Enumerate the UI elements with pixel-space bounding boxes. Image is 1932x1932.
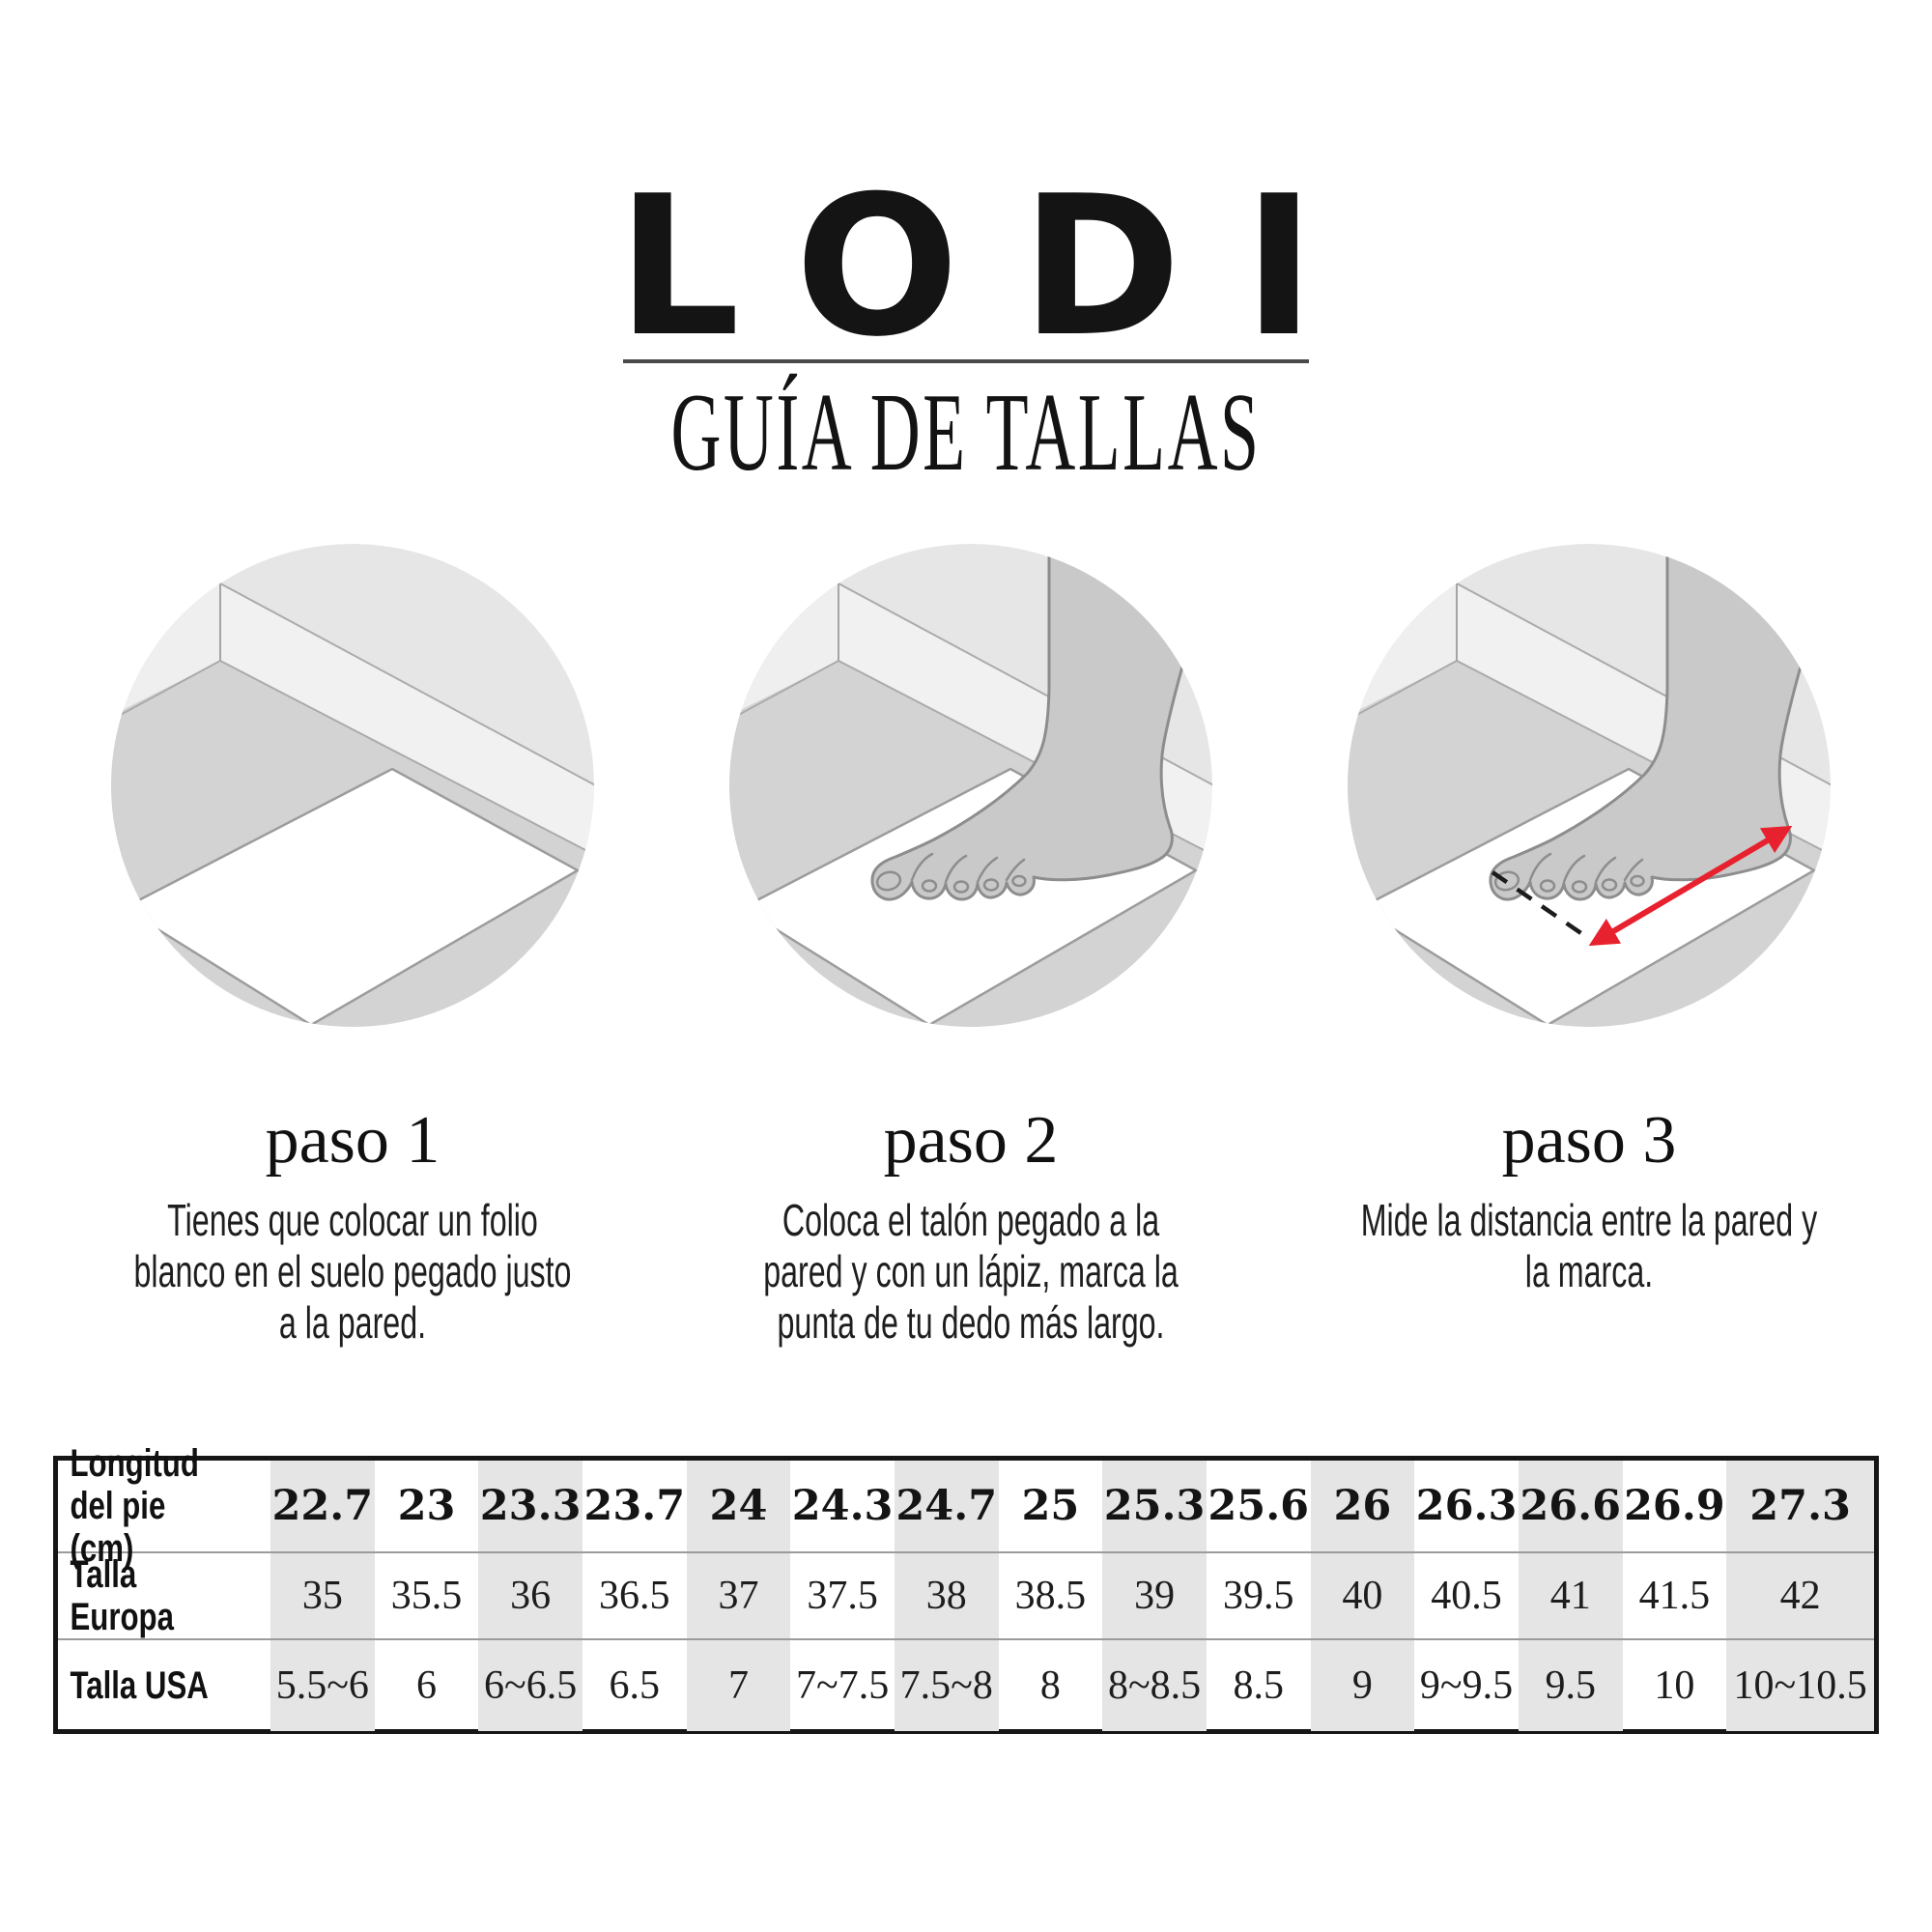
table-cell-talla_europa-7: 38.5 — [1014, 1574, 1087, 1618]
table-cell-foot_length_cm-9: 25.6 — [1208, 1482, 1310, 1530]
table-cell-talla_europa-6: 38 — [894, 1553, 999, 1638]
table-cell-foot_length_cm-7: 25 — [1021, 1482, 1080, 1530]
table-row-foot-length: Longitud del pie (cm) 22.7 23 23.3 23.7 24 24… — [58, 1442, 1875, 1570]
table-cell-talla_europa-10: 40 — [1310, 1553, 1415, 1638]
size-conversion-table: Longitud del pie (cm) 22.7 23 23.3 23.7 24 24… — [53, 1442, 1879, 1734]
table-cell-talla_usa-9: 8.5 — [1233, 1663, 1284, 1708]
step2-heading: paso 2 — [883, 1103, 1059, 1178]
table-cell-foot_length_cm-8: 25.3 — [1102, 1461, 1207, 1551]
table-cell-talla_europa-12: 41 — [1518, 1553, 1623, 1638]
row-label-talla-usa: Talla USA — [70, 1664, 209, 1707]
table-cell-talla_europa-9: 39.5 — [1222, 1574, 1294, 1618]
table-cell-foot_length_cm-2: 23.3 — [478, 1461, 582, 1551]
table-cell-talla_usa-2: 6~6.5 — [478, 1640, 582, 1731]
table-cell-foot_length_cm-10: 26 — [1310, 1461, 1415, 1551]
table-cell-foot_length_cm-3: 23.7 — [583, 1482, 686, 1530]
row-label-talla-europa: Talla Europa — [70, 1553, 174, 1638]
table-cell-talla_usa-0: 5.5~6 — [270, 1640, 375, 1731]
brand-logo: LODI — [616, 155, 1378, 380]
table-cell-talla_europa-11: 40.5 — [1431, 1574, 1502, 1618]
table-cell-foot_length_cm-11: 26.3 — [1415, 1482, 1518, 1530]
table-cell-talla_europa-3: 36.5 — [599, 1574, 670, 1618]
step2-description: Coloca el talón pegado a la pared y con … — [763, 1195, 1179, 1348]
table-cell-talla_usa-10: 9 — [1310, 1640, 1415, 1731]
table-cell-talla_europa-4: 37 — [686, 1553, 791, 1638]
table-cell-talla_europa-0: 35 — [270, 1553, 375, 1638]
table-cell-talla_usa-13: 10 — [1654, 1663, 1695, 1708]
table-row-talla-europa: Talla Europa 35 35.5 36 36.5 37 37.5 38 38.5 39 3… — [58, 1551, 1875, 1638]
step1-heading: paso 1 — [265, 1103, 440, 1178]
table-cell-foot_length_cm-12: 26.6 — [1518, 1461, 1623, 1551]
table-cell-talla_usa-12: 9.5 — [1518, 1640, 1623, 1731]
table-cell-talla_usa-5: 7~7.5 — [795, 1663, 890, 1708]
table-cell-talla_usa-4: 7 — [686, 1640, 791, 1731]
table-cell-talla_europa-13: 41.5 — [1638, 1574, 1711, 1618]
table-cell-foot_length_cm-0: 22.7 — [270, 1461, 375, 1551]
table-cell-talla_europa-2: 36 — [478, 1553, 582, 1638]
step3-heading: paso 3 — [1501, 1103, 1677, 1178]
step3-measure-foot-illustration — [1348, 544, 1831, 1027]
table-cell-talla_usa-6: 7.5~8 — [894, 1640, 999, 1731]
page-title: GUÍA DE TALLAS — [670, 371, 1262, 495]
step1-paper-on-floor-illustration — [111, 544, 594, 1027]
table-cell-foot_length_cm-1: 23 — [397, 1482, 456, 1530]
table-cell-foot_length_cm-4: 24 — [686, 1461, 791, 1551]
table-cell-talla_europa-5: 37.5 — [807, 1574, 878, 1618]
table-cell-talla_usa-7: 8 — [1039, 1663, 1061, 1708]
table-cell-talla_usa-11: 9~9.5 — [1419, 1663, 1514, 1708]
table-cell-talla_usa-1: 6 — [415, 1663, 437, 1708]
toe-mark-dashed-line — [1491, 870, 1587, 938]
table-cell-talla_europa-1: 35.5 — [390, 1574, 463, 1618]
brand-rule — [623, 359, 1309, 363]
table-cell-foot_length_cm-6: 24.7 — [894, 1461, 999, 1551]
step1-description: Tienes que colocar un folio blanco en el… — [133, 1195, 572, 1348]
table-cell-talla_europa-14: 42 — [1726, 1553, 1875, 1638]
row-label-foot-length: Longitud del pie (cm) — [70, 1442, 199, 1570]
table-cell-foot_length_cm-5: 24.3 — [791, 1482, 894, 1530]
step3-description: Mide la distancia entre la pared y la ma… — [1360, 1195, 1818, 1296]
table-cell-talla_usa-3: 6.5 — [609, 1663, 661, 1708]
table-cell-talla_usa-8: 8~8.5 — [1102, 1640, 1207, 1731]
table-cell-foot_length_cm-13: 26.9 — [1623, 1482, 1725, 1530]
table-row-talla-usa: Talla USA 5.5~6 6 6~6.5 6.5 7 7~7.5 7.5~8 8 8~8.… — [58, 1638, 1875, 1731]
measure-arrow-icon — [1588, 825, 1793, 947]
table-cell-foot_length_cm-14: 27.3 — [1726, 1461, 1875, 1551]
step2-foot-on-paper-illustration — [729, 544, 1212, 1027]
wall-floor-paper-scene — [111, 544, 594, 1027]
table-cell-talla_europa-8: 39 — [1102, 1553, 1207, 1638]
table-cell-talla_usa-14: 10~10.5 — [1726, 1640, 1875, 1731]
